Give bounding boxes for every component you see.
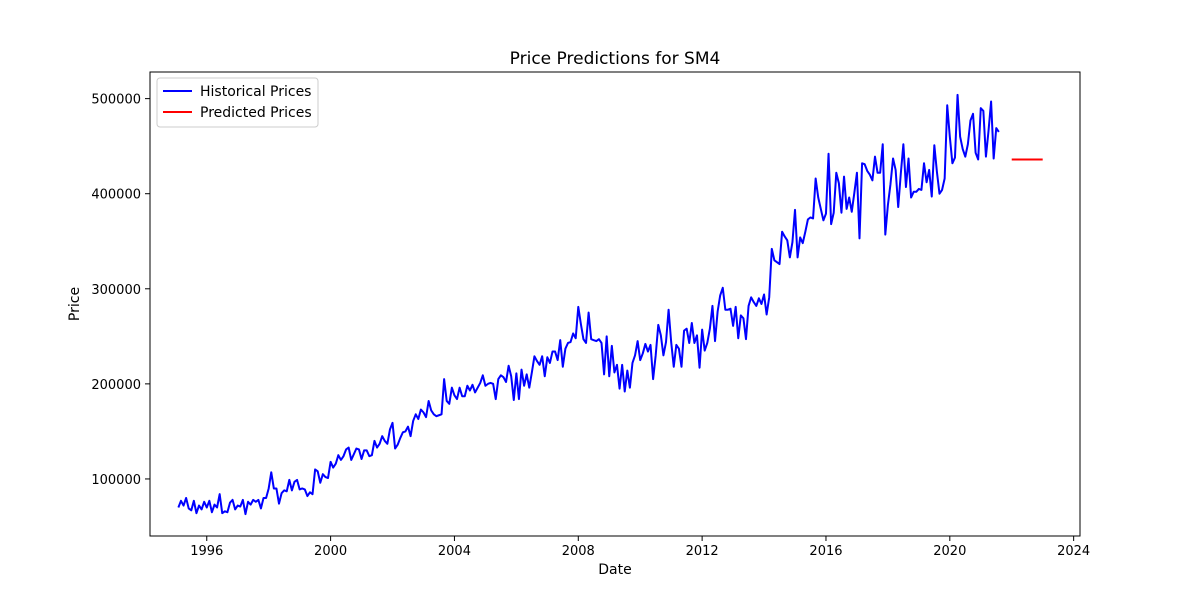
y-axis: 100000 200000 300000 400000 500000 [91,93,150,488]
x-tick-label: 1996 [190,544,223,559]
y-axis-label: Price [67,287,83,321]
chart-title: Price Predictions for SM4 [510,49,721,69]
x-axis-label: Date [598,562,631,578]
y-tick-label: 500000 [91,93,141,108]
x-tick-label: 2016 [809,544,842,559]
x-tick-label: 2004 [438,544,471,559]
x-tick-label: 2008 [562,544,595,559]
y-tick-label: 100000 [91,473,141,488]
x-tick-label: 2020 [933,544,966,559]
y-tick-label: 400000 [91,188,141,203]
legend-box [156,77,319,128]
y-tick-label: 300000 [91,283,141,298]
x-axis: 1996 2000 2004 2008 2012 2016 2020 2024 [190,536,1090,559]
legend-label-predicted: Predicted Prices [200,105,312,121]
legend: Historical Prices Predicted Prices [156,77,319,128]
x-tick-label: 2012 [686,544,719,559]
x-tick-label: 2000 [314,544,347,559]
series-layer [177,93,1000,516]
historical-prices-line [177,93,1000,516]
x-tick-label: 2024 [1057,544,1090,559]
plot-area-frame [149,71,1081,537]
legend-label-historical: Historical Prices [200,84,311,100]
y-tick-label: 200000 [91,378,141,393]
